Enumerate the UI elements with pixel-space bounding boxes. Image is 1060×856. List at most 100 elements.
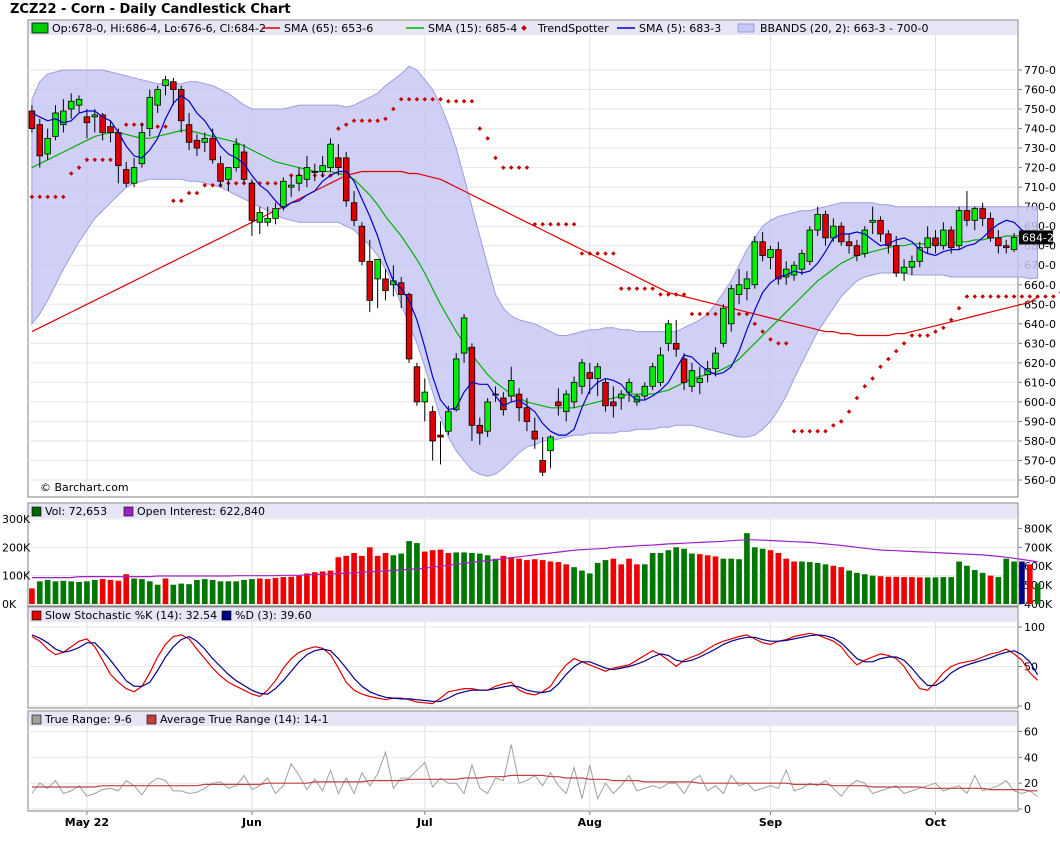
candle-body	[138, 132, 146, 165]
volume-bar	[579, 570, 585, 604]
atr-legend-label: Average True Range (14): 14-1	[160, 713, 329, 726]
trendspotter-dot	[1019, 294, 1025, 299]
candle-body	[327, 143, 334, 169]
candle-body	[562, 393, 570, 413]
stochastic-k-legend-swatch	[31, 610, 42, 621]
volume-bar	[901, 577, 907, 604]
candle-body	[358, 225, 366, 262]
price-legend-label-1: SMA (65): 653-6	[284, 22, 373, 35]
open-interest-legend-swatch	[123, 506, 134, 517]
x-axis-label-4: Sep	[759, 816, 782, 829]
volume-bar	[916, 577, 923, 604]
open-interest-legend-label: Open Interest: 622,840	[137, 505, 265, 518]
candle-body	[845, 241, 853, 247]
candle-body	[201, 137, 209, 143]
trendspotter-dot	[917, 333, 923, 338]
volume-bar	[586, 573, 593, 604]
volume-bar	[146, 581, 153, 604]
candle-body	[814, 214, 821, 231]
candle-body	[995, 237, 1002, 247]
x-axis-label-5: Oct	[925, 816, 946, 829]
candle-body	[885, 233, 892, 247]
candle-body	[75, 98, 83, 106]
trendspotter-dot	[626, 286, 632, 291]
price-ytick-label-21: 560-0	[1024, 474, 1056, 487]
trendspotter-dot	[933, 329, 938, 334]
trendspotter-dot	[823, 428, 828, 434]
candle-body	[657, 354, 664, 383]
candle-body	[649, 366, 656, 387]
trendspotter-dot	[831, 423, 836, 428]
candle-body	[170, 81, 177, 90]
candle-body	[366, 260, 374, 301]
price-ytick-label-2: 750-0	[1024, 103, 1056, 116]
trendspotter-dot	[1051, 294, 1056, 299]
volume-bar	[52, 581, 59, 604]
volume-bar	[170, 584, 177, 604]
volume-bar	[469, 553, 475, 604]
candle-body	[342, 157, 350, 202]
trendspotter-dot	[886, 356, 891, 362]
volume-left-ytick-0: 300K	[2, 513, 31, 526]
volume-bar	[29, 588, 35, 604]
volume-bar	[728, 558, 735, 604]
candle-body	[350, 202, 358, 221]
volume-left-ytick-3: 0K	[2, 598, 17, 611]
sma15-line	[31, 129, 1038, 409]
price-ytick-label-20: 570-0	[1024, 454, 1056, 467]
volume-bar	[36, 581, 43, 604]
volume-bar	[704, 555, 711, 604]
candle-body	[696, 378, 704, 383]
candle-body	[531, 430, 539, 440]
candle-body	[727, 288, 735, 325]
volume-bar	[893, 576, 900, 604]
volume-bar	[304, 573, 310, 604]
true-range-legend-label: True Range: 9-6	[44, 713, 132, 726]
candle-body	[256, 212, 264, 223]
price-ytick-label-15: 620-0	[1024, 357, 1056, 370]
candle-body	[602, 381, 609, 407]
trendspotter-dot	[108, 157, 113, 163]
volume-bar	[610, 558, 617, 604]
volume-bar	[649, 553, 656, 604]
price-ytick-label-6: 710-0	[1024, 181, 1056, 194]
candle-body	[625, 381, 633, 393]
trendspotter-dot	[100, 157, 105, 163]
volume-bar	[948, 577, 955, 604]
trendspotter-dot	[681, 292, 687, 297]
volume-bar	[139, 579, 145, 604]
trendspotter-dot	[776, 341, 781, 346]
volume-bar	[492, 558, 499, 604]
trendspotter-dot	[956, 305, 962, 311]
volume-bar	[539, 560, 546, 604]
stochastic-k-legend-label: Slow Stochastic %K (14): 32.54	[45, 609, 217, 622]
candle-body	[908, 260, 916, 268]
volume-bar	[563, 564, 570, 604]
volume-bar	[288, 576, 295, 604]
candle-body	[743, 278, 751, 290]
candle-body	[36, 124, 44, 157]
candle-body	[429, 411, 436, 442]
candle-body	[822, 214, 829, 239]
candle-body	[122, 169, 130, 184]
trendspotter-dot	[1035, 294, 1040, 299]
volume-bar	[107, 579, 114, 604]
volume-bar	[123, 574, 130, 604]
volume-bar	[869, 575, 876, 604]
volume-legend-bar	[29, 504, 1017, 518]
price-ytick-label-11: 660-0	[1024, 279, 1056, 292]
stochastic-panel	[27, 606, 1019, 709]
last-price-box	[1019, 230, 1053, 245]
volume-legend-swatch	[31, 506, 42, 517]
trendspotter-dot	[705, 311, 710, 317]
watermark: © Barchart.com	[40, 481, 129, 494]
volume-bar	[44, 579, 51, 604]
volume-bar	[634, 564, 640, 604]
volume-bar	[421, 551, 428, 604]
candle-body	[539, 460, 546, 473]
trendspotter-dot	[689, 311, 695, 317]
volume-bar	[390, 555, 397, 604]
trendspotter-dot	[752, 321, 758, 327]
volume-bar	[751, 547, 758, 604]
